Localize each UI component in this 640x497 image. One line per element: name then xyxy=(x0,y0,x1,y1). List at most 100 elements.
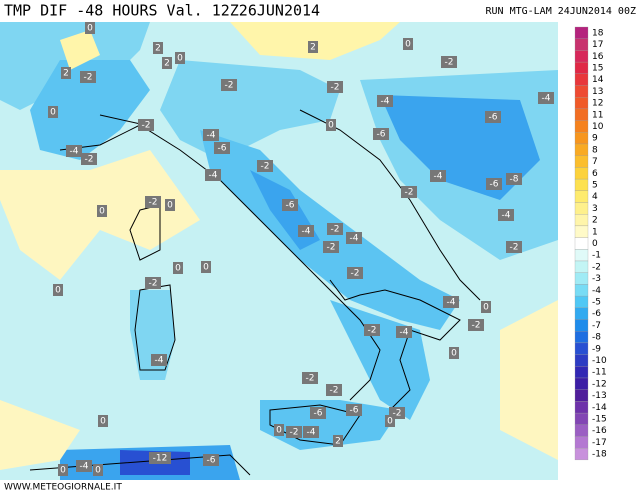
colorbar-label: 11 xyxy=(592,110,603,120)
label-text: -4 xyxy=(447,298,456,308)
colorbar-swatch xyxy=(574,85,589,98)
label-text: -6 xyxy=(207,456,216,466)
colorbar-label: 13 xyxy=(592,87,603,97)
label-text: 0 xyxy=(177,54,183,64)
title: TMP DIF -48 HOURS Val. 12Z26JUN2014 xyxy=(4,2,320,20)
colorbar-label: -14 xyxy=(592,403,607,413)
label-box xyxy=(468,319,484,331)
label-box xyxy=(538,92,554,104)
colorbar-swatch xyxy=(574,401,589,414)
label-box xyxy=(443,296,459,308)
colorbar-label: -8 xyxy=(592,333,601,343)
colorbar-swatch xyxy=(574,26,589,39)
colorbar-swatch xyxy=(574,389,589,402)
colorbar-label: -1 xyxy=(592,251,601,261)
colorbar-label: -17 xyxy=(592,438,607,448)
label-box xyxy=(98,415,108,427)
label-box xyxy=(396,326,412,338)
colorbar-label: 5 xyxy=(592,180,598,190)
colorbar-label: 14 xyxy=(592,75,604,85)
label-text: -2 xyxy=(142,121,151,131)
label-box xyxy=(401,186,417,198)
label-box xyxy=(282,199,298,211)
colorbar-label: -16 xyxy=(592,426,607,436)
label-box xyxy=(138,119,154,131)
label-box xyxy=(327,223,343,235)
label-text: -2 xyxy=(331,225,340,235)
colorbar-swatch xyxy=(574,61,589,74)
label-text: 0 xyxy=(387,417,393,427)
label-box xyxy=(506,173,522,185)
label-text: -2 xyxy=(368,326,377,336)
colorbar-swatch xyxy=(574,331,589,344)
label-text: -6 xyxy=(218,144,227,154)
run-info: RUN MTG-LAM 24JUN2014 00Z xyxy=(485,6,636,17)
label-box xyxy=(173,262,183,274)
label-box xyxy=(326,384,342,396)
label-box xyxy=(81,153,97,165)
colorbar-swatch xyxy=(574,448,589,461)
colorbar-label: 17 xyxy=(592,40,603,50)
label-text: -12 xyxy=(153,454,168,464)
label-text: -2 xyxy=(327,243,336,253)
label-box xyxy=(203,454,219,466)
label-text: -4 xyxy=(80,462,89,472)
colorbar-label: 15 xyxy=(592,63,603,73)
label-text: -4 xyxy=(307,428,316,438)
label-text: 0 xyxy=(55,286,61,296)
label-box xyxy=(80,71,96,83)
label-box xyxy=(153,42,163,54)
colorbar-swatch xyxy=(574,97,589,110)
label-text: -2 xyxy=(331,83,340,93)
colorbar-label: -5 xyxy=(592,297,601,307)
label-box xyxy=(326,119,336,131)
label-text: 2 xyxy=(155,44,161,54)
label-box xyxy=(430,170,446,182)
label-box xyxy=(93,464,103,476)
label-box xyxy=(310,407,326,419)
label-box xyxy=(97,205,107,217)
colorbar-label: 3 xyxy=(592,204,598,214)
colorbar-label: -10 xyxy=(592,356,607,366)
label-box xyxy=(149,452,171,464)
colorbar-swatch xyxy=(574,354,589,367)
label-box xyxy=(214,142,230,154)
region xyxy=(60,30,100,70)
label-box xyxy=(403,38,413,50)
label-box xyxy=(373,128,389,140)
label-text: -2 xyxy=(393,409,402,419)
label-box xyxy=(286,426,302,438)
colorbar-swatch xyxy=(574,190,589,203)
label-box xyxy=(481,301,491,313)
label-text: -4 xyxy=(207,131,216,141)
label-text: -2 xyxy=(261,162,270,172)
label-text: -6 xyxy=(489,113,498,123)
colorbar: 1817161514131211109876543210-1-2-3-4-5-6… xyxy=(574,26,607,461)
colorbar-label: -15 xyxy=(592,414,607,424)
colorbar-swatch xyxy=(574,284,589,297)
label-box xyxy=(498,209,514,221)
label-box xyxy=(76,460,92,472)
colorbar-swatch xyxy=(574,366,589,379)
label-text: -2 xyxy=(290,428,299,438)
colorbar-label: 8 xyxy=(592,145,598,155)
label-text: -4 xyxy=(434,172,443,182)
label-text: 2 xyxy=(164,59,170,69)
label-box xyxy=(308,41,318,53)
colorbar-label: 16 xyxy=(592,52,604,62)
colorbar-swatch xyxy=(574,38,589,51)
label-box xyxy=(323,241,339,253)
label-text: 0 xyxy=(203,263,209,273)
label-text: -4 xyxy=(502,211,511,221)
colorbar-label: 6 xyxy=(592,169,598,179)
colorbar-label: -12 xyxy=(592,379,607,389)
colorbar-swatch xyxy=(574,120,589,133)
colorbar-swatch xyxy=(574,342,589,355)
colorbar-label: 18 xyxy=(592,28,604,38)
label-text: -8 xyxy=(510,175,519,185)
label-text: 0 xyxy=(99,207,105,217)
colorbar-swatch xyxy=(574,412,589,425)
colorbar-label: 12 xyxy=(592,99,603,109)
